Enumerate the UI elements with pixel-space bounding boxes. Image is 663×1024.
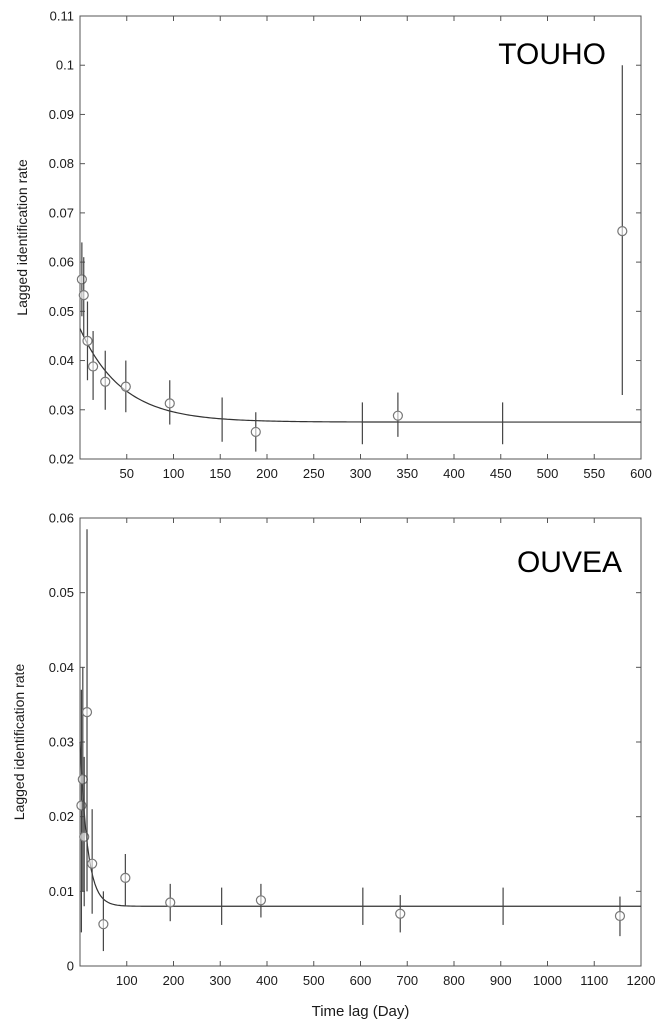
touho-data-point bbox=[87, 361, 99, 372]
touho-data-point bbox=[392, 410, 403, 421]
touho-data-point bbox=[164, 398, 175, 409]
ouvea-x-tick-label: 1200 bbox=[627, 973, 656, 988]
ouvea-y-axis-label: Lagged identification rate bbox=[11, 664, 27, 821]
ouvea-x-tick-label: 900 bbox=[490, 973, 512, 988]
touho-panel: TOUHO Lagged identification rate 0.020.0… bbox=[14, 9, 652, 482]
touho-data-point bbox=[78, 289, 89, 301]
ouvea-panel: OUVEA Lagged identification rate Time la… bbox=[11, 511, 655, 1021]
ouvea-y-tick-label: 0.05 bbox=[49, 585, 74, 600]
touho-y-tick-label: 0.02 bbox=[49, 452, 74, 467]
touho-data-point bbox=[100, 376, 111, 387]
touho-x-tick-label: 250 bbox=[303, 466, 325, 481]
ouvea-x-tick-label: 1100 bbox=[580, 973, 608, 988]
ouvea-x-tick-label: 200 bbox=[163, 973, 185, 988]
touho-y-tick-label: 0.09 bbox=[49, 107, 74, 122]
ouvea-plot-layer: 0 0.01 0.02 0.03 0.04 0.05 0.06 100 200 300 400 500… bbox=[49, 511, 656, 989]
touho-y-tick-label: 0.06 bbox=[49, 255, 74, 270]
ouvea-y-tick-label: 0.02 bbox=[49, 809, 74, 824]
ouvea-data-point bbox=[255, 895, 267, 906]
touho-x-tick-label: 600 bbox=[630, 466, 652, 481]
touho-y-tick-label: 0.03 bbox=[49, 402, 74, 417]
touho-x-tick-label: 500 bbox=[537, 466, 559, 481]
touho-y-tick-label: 0.11 bbox=[50, 9, 74, 24]
ouvea-data-point bbox=[87, 858, 98, 869]
ouvea-x-axis-label: Time lag (Day) bbox=[312, 1003, 410, 1020]
touho-x-tick-label: 200 bbox=[256, 466, 278, 481]
ouvea-x-tick-label: 100 bbox=[116, 973, 138, 988]
ouvea-x-tick-label: 600 bbox=[350, 973, 372, 988]
touho-x-tick-label: 300 bbox=[350, 466, 372, 481]
touho-y-tick-label: 0.05 bbox=[49, 304, 74, 319]
ouvea-panel-title: OUVEA bbox=[517, 546, 622, 579]
ouvea-data-point bbox=[77, 774, 88, 785]
touho-y-tick-label: 0.07 bbox=[49, 205, 74, 220]
ouvea-plot-frame bbox=[79, 517, 642, 967]
touho-y-axis-label: Lagged identification rate bbox=[14, 159, 30, 316]
touho-y-tick-label: 0.1 bbox=[56, 58, 74, 73]
touho-x-tick-label: 350 bbox=[396, 466, 418, 481]
touho-plot-layer: 0.02 0.03 0.04 0.05 0.06 0.07 0.08 0.09 0.1 0.11 5… bbox=[49, 9, 652, 482]
ouvea-y-tick-label: 0.04 bbox=[49, 660, 74, 675]
ouvea-x-tick-label: 300 bbox=[209, 973, 231, 988]
touho-x-tick-label: 100 bbox=[163, 466, 185, 481]
ouvea-y-tick-label: 0.03 bbox=[49, 735, 74, 750]
ouvea-data-point bbox=[165, 897, 176, 908]
ouvea-data-point bbox=[395, 908, 406, 919]
touho-y-tick-label: 0.04 bbox=[49, 353, 74, 368]
touho-x-tick-label: 550 bbox=[583, 466, 605, 481]
ouvea-y-tick-label: 0 bbox=[67, 959, 74, 974]
ouvea-y-tick-label: 0.06 bbox=[49, 511, 74, 526]
touho-data-point bbox=[617, 226, 628, 237]
touho-x-tick-label: 450 bbox=[490, 466, 512, 481]
touho-x-tick-label: 150 bbox=[209, 466, 231, 481]
ouvea-x-tick-label: 400 bbox=[256, 973, 278, 988]
touho-fit-curve bbox=[79, 328, 641, 423]
touho-data-point bbox=[120, 381, 131, 392]
ouvea-data-point bbox=[98, 919, 109, 930]
touho-x-tick-label: 400 bbox=[443, 466, 465, 481]
ouvea-x-tick-label: 700 bbox=[396, 973, 418, 988]
touho-x-tick-label: 50 bbox=[120, 466, 134, 481]
ouvea-fit-curve bbox=[79, 741, 641, 907]
touho-panel-title: TOUHO bbox=[498, 38, 606, 71]
touho-data-point bbox=[76, 274, 87, 285]
ouvea-data-point bbox=[120, 872, 131, 883]
touho-data-point bbox=[250, 426, 261, 438]
ouvea-x-tick-label: 800 bbox=[443, 973, 465, 988]
touho-plot-frame bbox=[79, 15, 642, 460]
ouvea-y-tick-label: 0.01 bbox=[49, 884, 74, 899]
ouvea-data-point bbox=[614, 910, 626, 922]
touho-data-point bbox=[82, 335, 93, 346]
ouvea-x-tick-label: 500 bbox=[303, 973, 325, 988]
ouvea-x-tick-label: 1000 bbox=[533, 973, 562, 988]
touho-y-tick-label: 0.08 bbox=[49, 156, 74, 171]
ouvea-data-point bbox=[81, 707, 93, 718]
